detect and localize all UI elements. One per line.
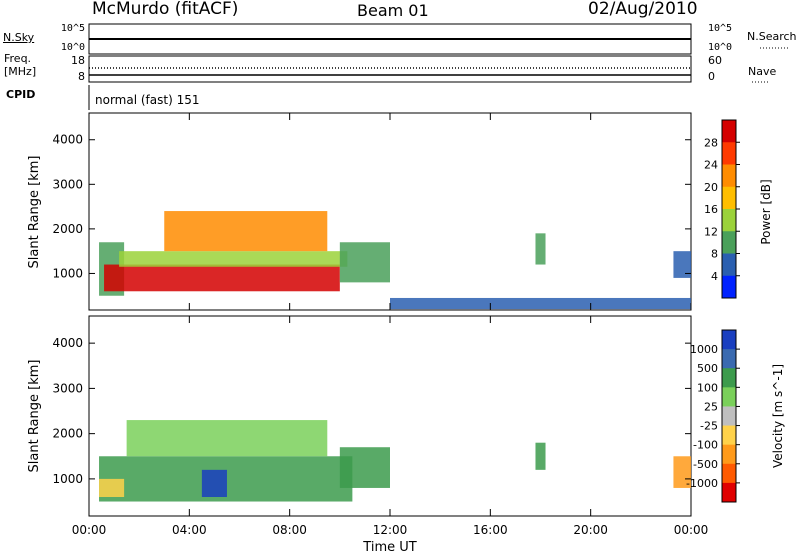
colorbar-swatch: [722, 209, 736, 232]
scatter-patch: [164, 211, 328, 252]
colorbar-swatch: [722, 406, 736, 427]
y-tick-label: 3000: [52, 177, 83, 191]
scatter-patch: [201, 469, 227, 497]
freq-unit-label: [MHz]: [4, 65, 37, 78]
scatter-patch: [535, 233, 546, 265]
time-axis-label: Time UT: [362, 540, 416, 554]
x-tick-label: 20:00: [573, 523, 608, 537]
scatter-patch: [119, 251, 348, 267]
scatter-patch: [339, 242, 390, 283]
colorbar-tick-label: 20: [704, 181, 718, 194]
nsky-tick-top: 10^5: [61, 23, 85, 34]
scatter-patch: [339, 447, 390, 488]
cpid-text: normal (fast) 151: [95, 93, 200, 107]
colorbar-swatch: [722, 142, 736, 165]
colorbar-tick-label: 500: [697, 362, 718, 375]
y-tick-label: 2000: [52, 222, 83, 236]
scatter-patch: [99, 478, 125, 497]
colorbar-swatch: [722, 186, 736, 210]
scatter-patch: [673, 456, 691, 488]
date-title: 02/Aug/2010: [588, 0, 698, 19]
scatter-patch: [673, 251, 691, 278]
colorbar-tick-label: 1000: [690, 343, 718, 356]
colorbar-swatch: [722, 275, 736, 299]
x-tick-label: 04:00: [172, 523, 207, 537]
velocity-marks: [99, 420, 691, 502]
nsearch-tick-bottom: 10^0: [708, 42, 732, 53]
y-tick-label: 4000: [52, 133, 83, 147]
freq-tick-top: 18: [71, 54, 85, 67]
beam-title: Beam 01: [357, 1, 429, 20]
scatter-patch: [390, 297, 691, 310]
colorbar-tick-label: -100: [693, 439, 718, 452]
velocity-ylabel: Slant Range [km]: [27, 360, 42, 473]
y-tick-label: 1000: [52, 472, 83, 486]
x-tick-label: 00:00: [674, 523, 709, 537]
y-tick-label: 4000: [52, 336, 83, 350]
nsky-label: N.Sky: [3, 31, 35, 44]
colorbar-tick-label: 28: [704, 136, 718, 149]
power-colorbar: 28 24 20 16 12 8 4: [704, 119, 740, 299]
colorbar-swatch: [722, 253, 736, 277]
x-tick-label: 12:00: [373, 523, 408, 537]
colorbar-swatch: [722, 349, 736, 369]
freq-label: Freq.: [4, 52, 32, 65]
colorbar-swatch: [722, 164, 736, 188]
scatter-patch: [535, 442, 546, 470]
colorbar-tick-label: 24: [704, 159, 718, 172]
freq-panel: [88, 55, 692, 83]
velocity-colorbar: 1000 500 100 25 -25 -100 -500 -1000: [686, 329, 740, 503]
colorbar-frame: [721, 329, 737, 503]
freq-tick-bottom: 8: [78, 70, 85, 83]
colorbar-swatch: [722, 368, 736, 388]
velocity-colorbar-label: Velocity [m s^-1]: [771, 364, 785, 468]
colorbar-swatch: [722, 120, 736, 143]
nave-tick-top: 60: [708, 54, 722, 67]
colorbar-swatch: [722, 444, 736, 465]
colorbar-tick-label: -1000: [686, 477, 718, 490]
site-title: McMurdo (fitACF): [92, 0, 239, 19]
colorbar-swatch: [722, 387, 736, 407]
colorbar-swatch: [722, 482, 736, 503]
nave-tick-bottom: 0: [708, 70, 715, 83]
y-tick-label: 1000: [52, 266, 83, 280]
nsearch-label: N.Search: [747, 30, 797, 43]
colorbar-tick-label: -25: [700, 420, 718, 433]
scatter-patch: [126, 420, 328, 457]
power-marks: [99, 211, 691, 310]
colorbar-tick-label: -500: [693, 458, 718, 471]
colorbar-tick-label: 100: [697, 381, 718, 394]
x-tick-label: 16:00: [473, 523, 508, 537]
y-tick-label: 2000: [52, 427, 83, 441]
nsearch-tick-top: 10^5: [708, 23, 732, 34]
y-tick-label: 3000: [52, 381, 83, 395]
colorbar-swatch: [722, 231, 736, 254]
nsky-tick-bottom: 10^0: [61, 42, 85, 53]
axes-ticks: 1000 2000 3000 4000 1000 2000 3000 4000 00:00 04:…: [52, 113, 708, 537]
power-colorbar-label: Power [dB]: [759, 179, 773, 244]
colorbar-tick-label: 25: [704, 400, 718, 413]
power-ylabel: Slant Range [km]: [27, 156, 42, 269]
x-tick-label: 08:00: [272, 523, 307, 537]
x-tick-label: 00:00: [72, 523, 107, 537]
scatter-patch: [104, 264, 340, 292]
colorbar-tick-label: 12: [704, 225, 718, 238]
cpid-label: CPID: [6, 88, 36, 101]
colorbar-swatch: [722, 425, 736, 446]
colorbar-tick-label: 8: [711, 248, 718, 261]
colorbar-swatch: [722, 463, 736, 484]
nave-label: Nave: [748, 65, 777, 78]
colorbar-tick-label: 16: [704, 203, 718, 216]
colorbar-swatch: [722, 330, 736, 350]
colorbar-tick-label: 4: [711, 270, 718, 283]
